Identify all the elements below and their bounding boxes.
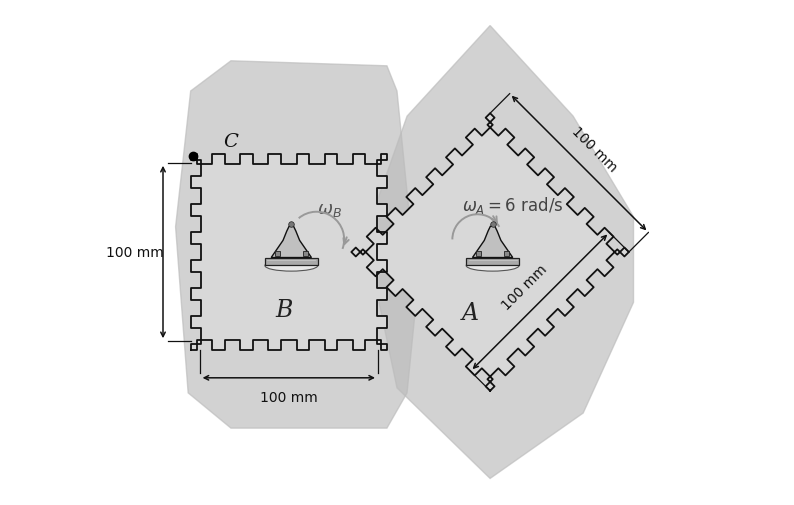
Polygon shape [466,258,519,265]
Polygon shape [476,251,481,257]
Text: 100 mm: 100 mm [260,390,318,404]
Polygon shape [191,155,387,350]
Text: A: A [461,301,479,324]
Text: $\omega_B$: $\omega_B$ [317,201,341,219]
Polygon shape [175,62,417,428]
Text: 100 mm: 100 mm [106,245,164,260]
Polygon shape [272,227,311,258]
Text: 100 mm: 100 mm [569,124,619,174]
Polygon shape [265,258,318,265]
Ellipse shape [265,261,318,272]
Polygon shape [377,26,634,479]
Text: $\omega_A = 6\ \mathrm{rad/s}$: $\omega_A = 6\ \mathrm{rad/s}$ [462,194,565,215]
Text: B: B [275,299,292,322]
Polygon shape [472,227,513,258]
Ellipse shape [466,261,519,272]
Polygon shape [303,251,308,257]
Polygon shape [275,251,279,257]
Polygon shape [351,114,629,391]
Text: 100 mm: 100 mm [499,262,550,313]
Polygon shape [504,251,509,257]
Text: C: C [223,133,238,151]
